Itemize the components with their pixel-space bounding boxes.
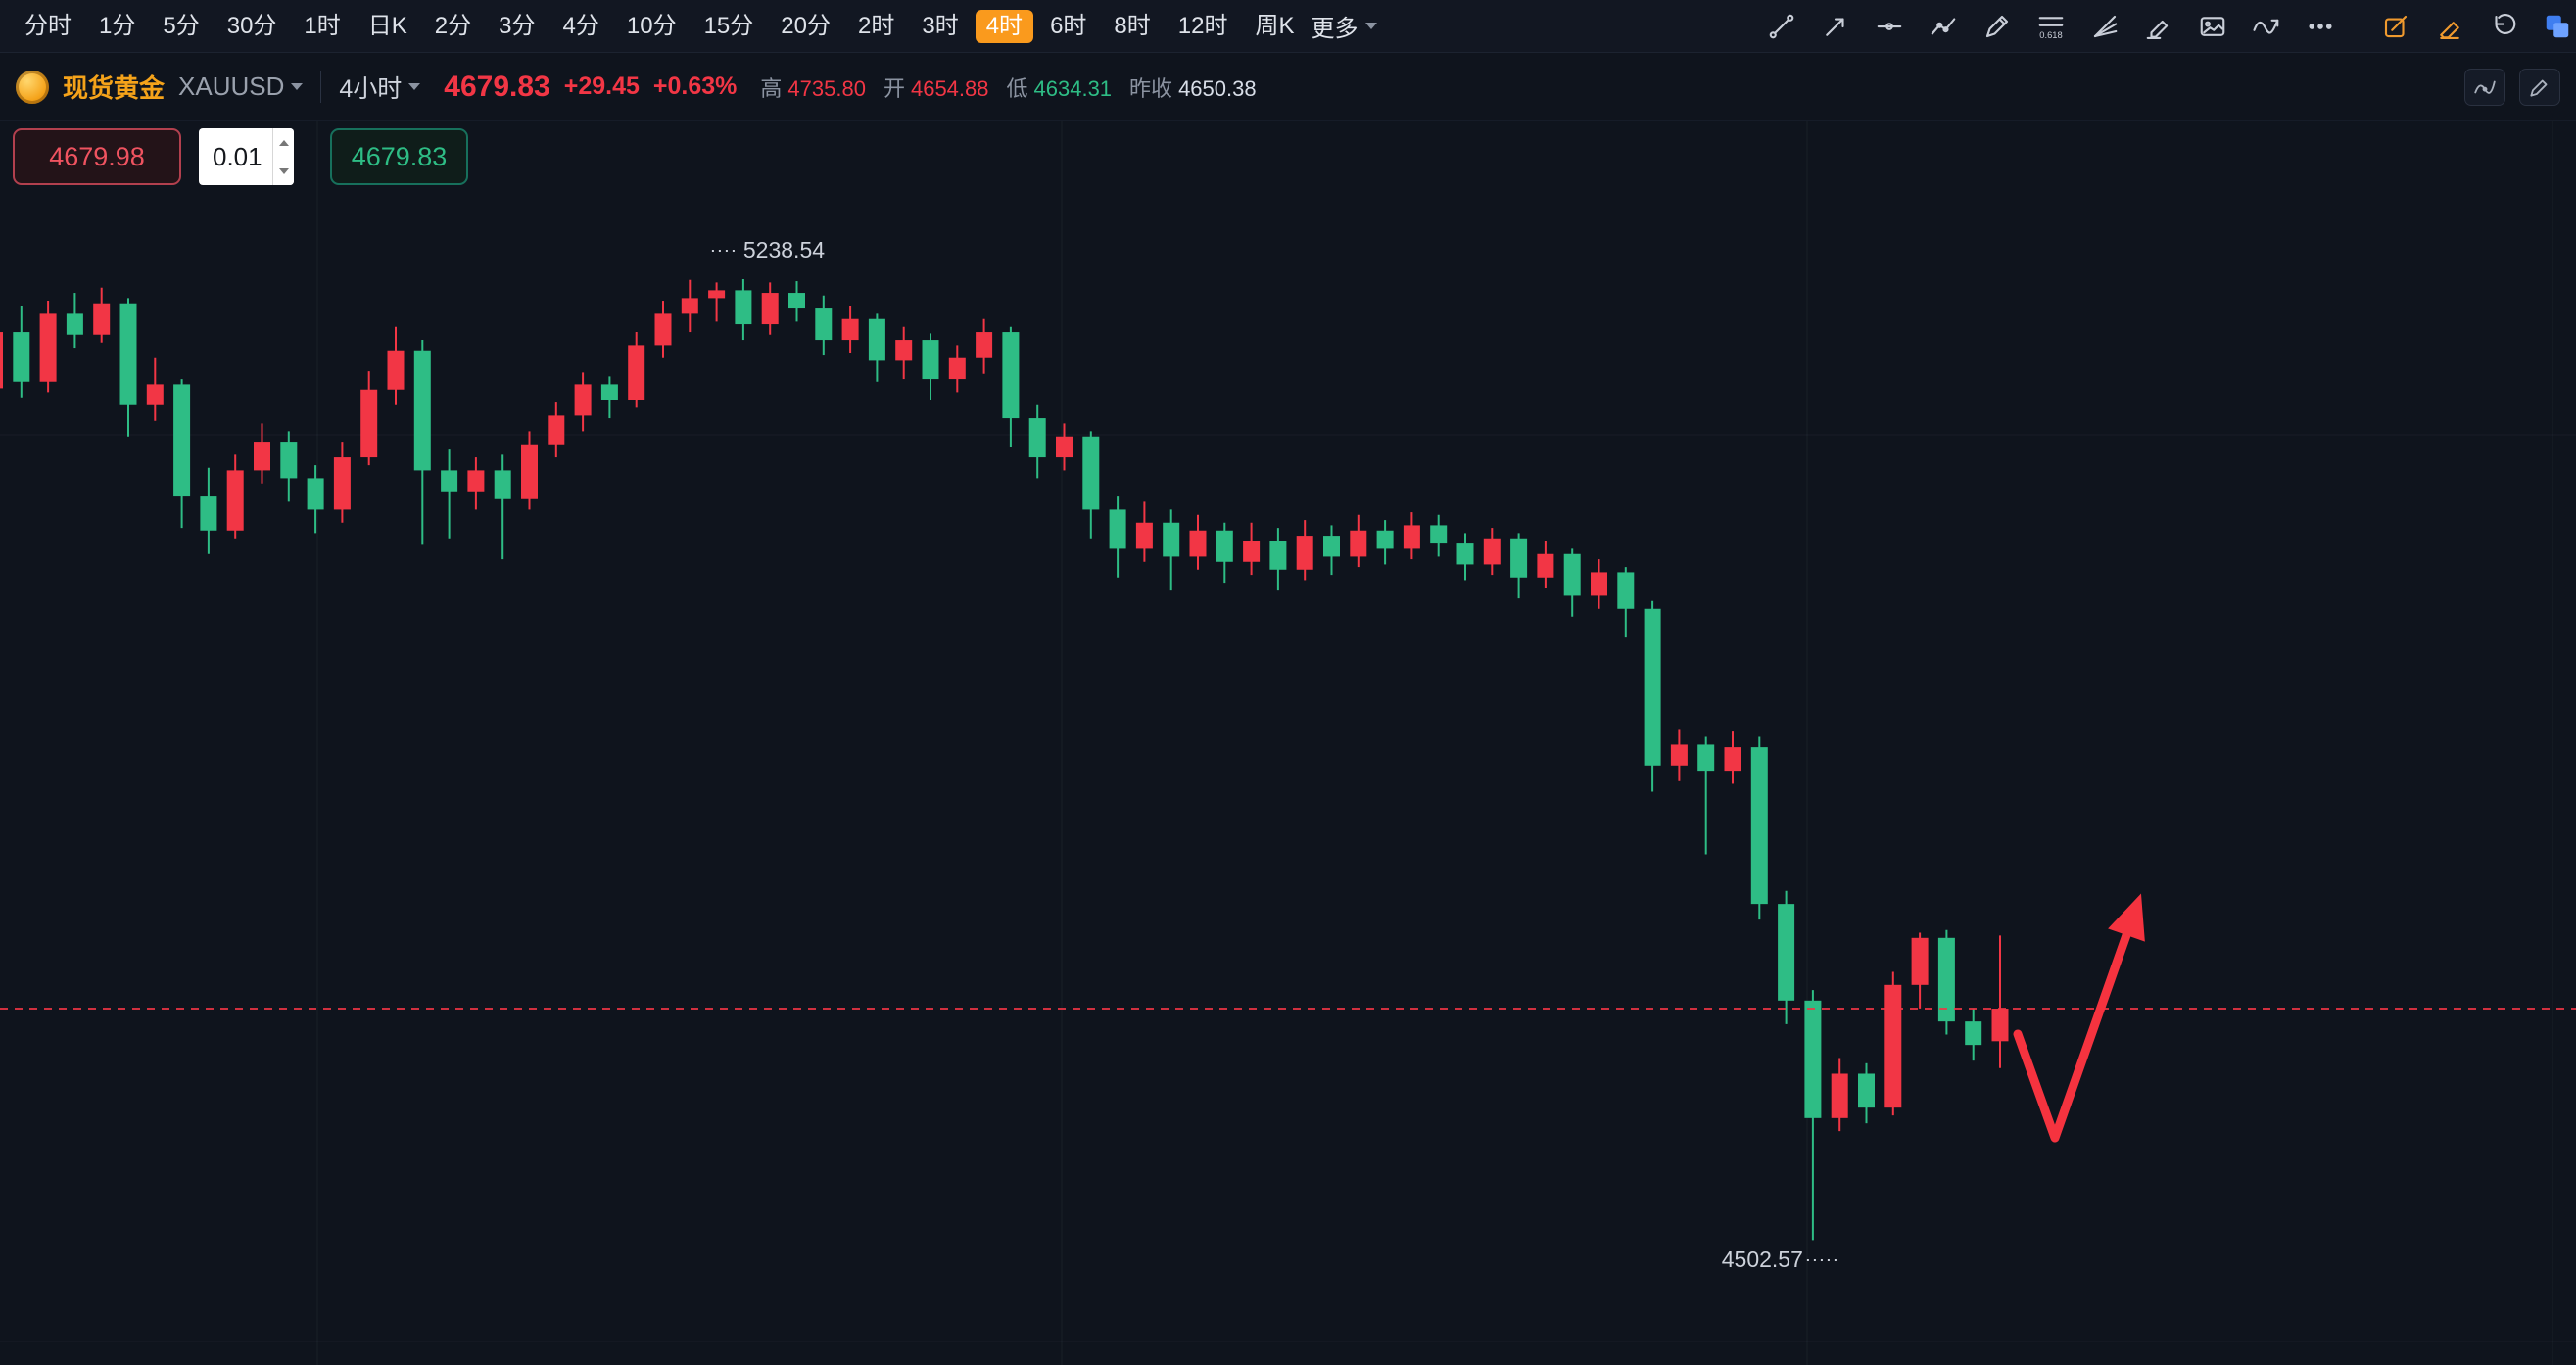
quantity-stepper-down[interactable]: [273, 157, 294, 185]
symbol-ticker-selector[interactable]: XAUUSD: [178, 71, 304, 102]
compose-icon[interactable]: [2381, 12, 2410, 41]
timeframe-2分[interactable]: 2分: [434, 12, 472, 39]
timeframe-5分[interactable]: 5分: [163, 12, 200, 39]
sell-price-button[interactable]: 4679.98: [13, 128, 181, 185]
symbol-name: 现货黄金: [63, 73, 166, 103]
timeframe-12时[interactable]: 12时: [1177, 12, 1228, 39]
timeframe-2时[interactable]: 2时: [857, 12, 895, 39]
timeframe-8时[interactable]: 8时: [1114, 12, 1151, 39]
divider: [320, 71, 322, 103]
timeframe-30分[interactable]: 30分: [226, 12, 277, 39]
drawn-arrow[interactable]: [2013, 930, 2131, 1143]
low-label: 低: [1006, 75, 1028, 101]
prev-close-value: 4650.38: [1178, 75, 1257, 101]
chevron-down-icon: [1364, 23, 1377, 29]
prev-close-label: 昨收: [1129, 75, 1173, 101]
candles: [0, 279, 2009, 1241]
symbol-ticker: XAUUSD: [178, 71, 285, 101]
more-tools-icon[interactable]: [2306, 12, 2335, 41]
down-arrow-icon: [278, 167, 289, 174]
buy-price: 4679.83: [351, 141, 448, 171]
timeframe-6时[interactable]: 6时: [1050, 12, 1087, 39]
quantity-stepper: [272, 128, 294, 185]
high-label: 高: [760, 75, 783, 101]
marker-icon[interactable]: [2144, 12, 2173, 41]
timeframe-15分[interactable]: 15分: [703, 12, 754, 39]
price-change: +29.45: [563, 72, 640, 100]
eraser-icon[interactable]: [2435, 12, 2464, 41]
brush-icon[interactable]: [1982, 12, 2012, 41]
timeframe-more-button[interactable]: 更多: [1306, 4, 1383, 48]
high-value: 4735.80: [787, 75, 866, 101]
top-toolbar: 分时 1分 5分 30分 1时 日K 2分 3分 4分 10分 15分 20分 2时 3时 4时 6时 8时 12…: [0, 0, 2576, 53]
fan-lines-icon[interactable]: [2090, 12, 2120, 41]
edit-chart-button[interactable]: [2519, 68, 2560, 106]
open-value: 4654.88: [910, 75, 989, 101]
timeframe-周K[interactable]: 周K: [1255, 12, 1295, 39]
trend-line-icon[interactable]: [1767, 12, 1796, 41]
polyline-icon[interactable]: [1929, 12, 1958, 41]
gold-coin-icon: [16, 70, 49, 104]
timeframe-1时[interactable]: 1时: [304, 12, 341, 39]
low-value: 4634.31: [1033, 75, 1113, 101]
curve-arrow-icon[interactable]: [2252, 12, 2281, 41]
quantity-input[interactable]: 0.01: [213, 141, 262, 171]
grid: [0, 121, 2576, 1365]
drawn-arrow-head: [2108, 893, 2145, 942]
timeframe-20分[interactable]: 20分: [781, 12, 831, 39]
quantity-stepper-up[interactable]: [273, 128, 294, 157]
quantity-box: 0.01: [199, 128, 294, 185]
fib-retracement-icon[interactable]: 0.618: [2036, 12, 2066, 41]
chevron-down-icon: [408, 83, 421, 90]
ohlc-stats: 高 4735.80 开 4654.88 低 4634.31 昨收 4650.38: [760, 71, 1256, 103]
chart-settings-group: [2464, 68, 2560, 106]
drawing-toolbar: 0.618: [1767, 12, 2569, 41]
timeframe-10分[interactable]: 10分: [626, 12, 677, 39]
timeframe-日K[interactable]: 日K: [367, 12, 407, 39]
svg-text:0.618: 0.618: [2039, 29, 2062, 39]
timeframe-4分[interactable]: 4分: [562, 12, 599, 39]
chevron-down-icon: [291, 83, 304, 90]
trade-panel: 4679.98 0.01 4679.83: [13, 128, 468, 185]
ray-arrow-icon[interactable]: [1821, 12, 1850, 41]
timeframe-1分[interactable]: 1分: [99, 12, 136, 39]
interval-label: 4小时: [339, 74, 403, 103]
interval-selector[interactable]: 4小时: [339, 70, 421, 105]
more-label: 更多: [1311, 16, 1359, 42]
buy-price-button[interactable]: 4679.83: [330, 128, 468, 185]
timeframe-4时[interactable]: 4时: [975, 9, 1034, 43]
sell-price: 4679.98: [49, 141, 145, 171]
low-price-label: 4502.57: [1722, 1247, 1803, 1272]
timeframe-bar: 分时 1分 5分 30分 1时 日K 2分 3分 4分 10分 15分 20分 2时 3时 4时 6时 8时 12…: [14, 9, 1306, 43]
price-change-pct: +0.63%: [652, 72, 738, 100]
timeframe-分时[interactable]: 分时: [24, 12, 72, 39]
timeframe-3分[interactable]: 3分: [499, 12, 536, 39]
image-icon[interactable]: [2198, 12, 2227, 41]
high-price-label: 5238.54: [743, 237, 825, 262]
last-price: 4679.83: [444, 70, 550, 103]
timeframe-3时[interactable]: 3时: [922, 12, 959, 39]
layers-icon[interactable]: [2543, 12, 2572, 41]
chart-style-button[interactable]: [2464, 68, 2505, 106]
open-label: 开: [883, 75, 905, 101]
up-arrow-icon: [278, 139, 289, 146]
undo-icon[interactable]: [2489, 12, 2518, 41]
horizontal-line-icon[interactable]: [1875, 12, 1904, 41]
